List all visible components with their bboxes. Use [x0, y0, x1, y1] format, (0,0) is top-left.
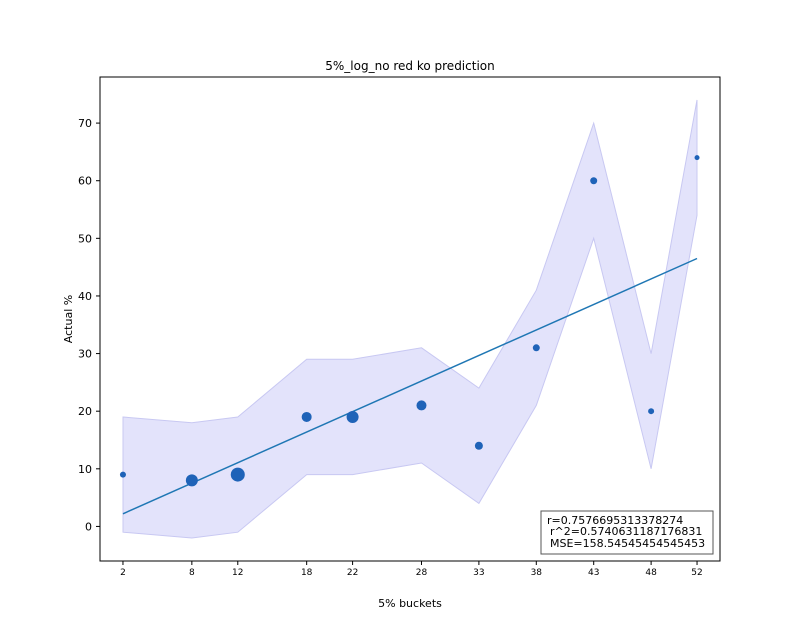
data-point — [648, 408, 655, 415]
chart-title: 5%_log_no red ko prediction — [325, 59, 494, 73]
y-tick-label: 40 — [78, 290, 92, 303]
data-point — [301, 411, 312, 422]
x-axis-ticks: 2 8 12 18 22 28 33 38 43 48 52 — [120, 561, 703, 578]
y-tick-label: 20 — [78, 405, 92, 418]
y-tick-label: 60 — [78, 175, 92, 188]
data-point — [694, 155, 700, 161]
x-tick-label: 43 — [588, 568, 599, 578]
x-axis-label: 5% buckets — [378, 597, 442, 610]
x-tick-label: 28 — [416, 568, 428, 578]
stats-mse: MSE=158.54545454545453 — [550, 537, 705, 550]
y-tick-label: 50 — [78, 232, 92, 245]
x-tick-label: 52 — [691, 568, 702, 578]
stats-box-frame — [540, 510, 714, 555]
confidence-band-layer — [122, 99, 698, 539]
data-point — [416, 400, 427, 411]
data-point — [346, 410, 359, 423]
data-point — [474, 441, 483, 450]
y-axis-ticks: 0 10 20 30 40 50 60 70 — [78, 117, 100, 533]
x-tick-label: 12 — [232, 568, 243, 578]
x-tick-label: 33 — [473, 568, 484, 578]
data-point — [532, 344, 540, 352]
stats-box: r=0.7576695313378274 r^2=0.5740631187176… — [540, 510, 714, 555]
y-tick-label: 30 — [78, 348, 92, 361]
stats-r-squared: r^2=0.5740631187176831 — [550, 525, 702, 538]
y-tick-label: 70 — [78, 117, 92, 130]
plot-area-frame — [99, 76, 721, 562]
y-tick-label: 10 — [78, 463, 92, 476]
x-tick-label: 18 — [301, 568, 313, 578]
y-axis-label: Actual % — [62, 295, 75, 343]
data-point — [119, 471, 126, 478]
x-tick-label: 48 — [645, 568, 657, 578]
y-tick-label: 0 — [85, 520, 92, 533]
x-tick-label: 38 — [531, 568, 543, 578]
x-tick-label: 8 — [189, 568, 195, 578]
fit-line-layer — [122, 257, 698, 515]
data-points-layer — [119, 155, 700, 487]
confidence-band — [122, 99, 698, 539]
data-point — [590, 177, 598, 185]
regression-line — [122, 257, 698, 515]
x-tick-label: 22 — [347, 568, 358, 578]
stats-r: r=0.7576695313378274 — [547, 514, 683, 527]
data-point — [230, 467, 245, 482]
data-point — [185, 474, 198, 487]
x-tick-label: 2 — [120, 568, 126, 578]
